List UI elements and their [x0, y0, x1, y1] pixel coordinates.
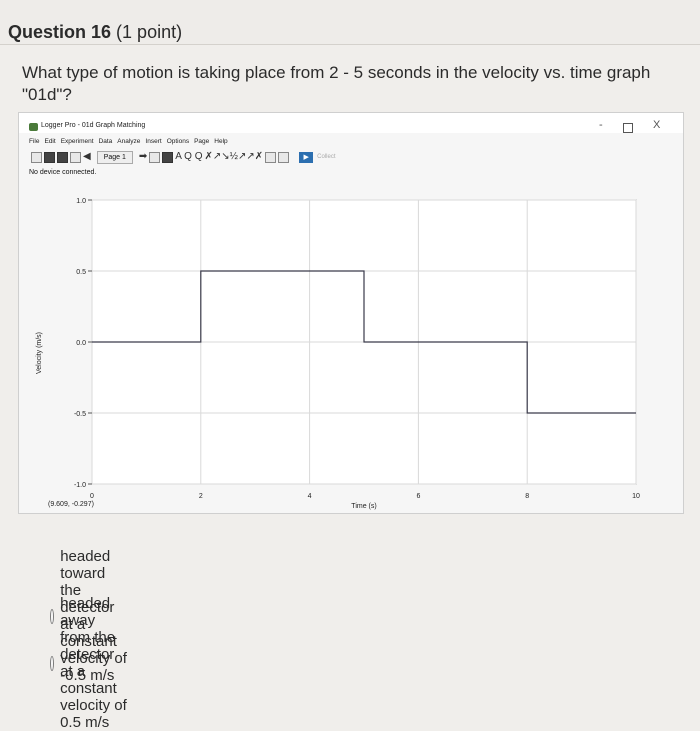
menu-data: Data — [98, 137, 113, 145]
logger-pro-screenshot: Logger Pro - 01d Graph Matching - X File… — [18, 112, 684, 514]
logger-pro-app-icon — [29, 123, 38, 131]
close-icon: X — [653, 119, 661, 131]
menu-analyze: Analyze — [117, 137, 141, 145]
lp-toolbar: ◀ Page 1 ➡ A Q Q ✗↗↘½↗↗✗ ▶ Collect — [19, 149, 695, 165]
tangent-icon: ✗↗↘½↗↗✗ — [204, 151, 264, 162]
lp-titlebar: Logger Pro - 01d Graph Matching - X — [19, 113, 683, 133]
lp-menubar: File Edit Experiment Data Analyze Insert… — [19, 135, 693, 147]
question-header: Question 16 (1 point) — [0, 0, 700, 45]
zoom-icon — [265, 151, 277, 163]
menu-edit: Edit — [44, 137, 56, 145]
table-icon — [149, 151, 161, 163]
lp-window-title: Logger Pro - 01d Graph Matching — [41, 122, 146, 129]
menu-page: Page — [194, 137, 210, 145]
question-number: Question 16 — [8, 22, 112, 42]
page-back-arrow-icon: ◀ — [83, 151, 91, 162]
radio-button[interactable] — [50, 608, 55, 624]
answer-option-2[interactable]: headed away from the detector at a const… — [50, 595, 128, 731]
fit-icon — [278, 151, 290, 163]
menu-options: Options — [166, 137, 190, 145]
print-icon — [70, 151, 81, 163]
page-forward-arrow-icon: ➡ — [138, 151, 148, 162]
toolbar-tools-glyphs: A Q Q — [175, 151, 203, 162]
menu-file: File — [29, 137, 40, 145]
page-selector: Page 1 — [96, 150, 133, 164]
new-file-icon — [31, 151, 42, 163]
maximize-icon — [623, 123, 633, 133]
save-icon — [57, 151, 68, 163]
menu-help: Help — [214, 137, 228, 145]
menu-experiment: Experiment — [60, 137, 94, 145]
answer-text: headed away from the detector at a const… — [60, 595, 127, 731]
question-points: (1 point) — [116, 22, 183, 42]
menu-insert: Insert — [145, 137, 162, 145]
minimize-icon: - — [599, 119, 603, 131]
collect-play-icon: ▶ — [299, 151, 314, 163]
graph-icon — [162, 151, 174, 163]
radio-button[interactable] — [50, 655, 55, 671]
open-file-icon — [44, 151, 55, 163]
collect-label: Collect — [317, 154, 336, 160]
question-text: What type of motion is taking place from… — [22, 63, 651, 104]
y-axis-label: Velocity (m/s) — [36, 331, 43, 374]
question-title: Question 16 (1 point) — [8, 22, 182, 43]
device-status: No device connected. — [29, 169, 97, 176]
